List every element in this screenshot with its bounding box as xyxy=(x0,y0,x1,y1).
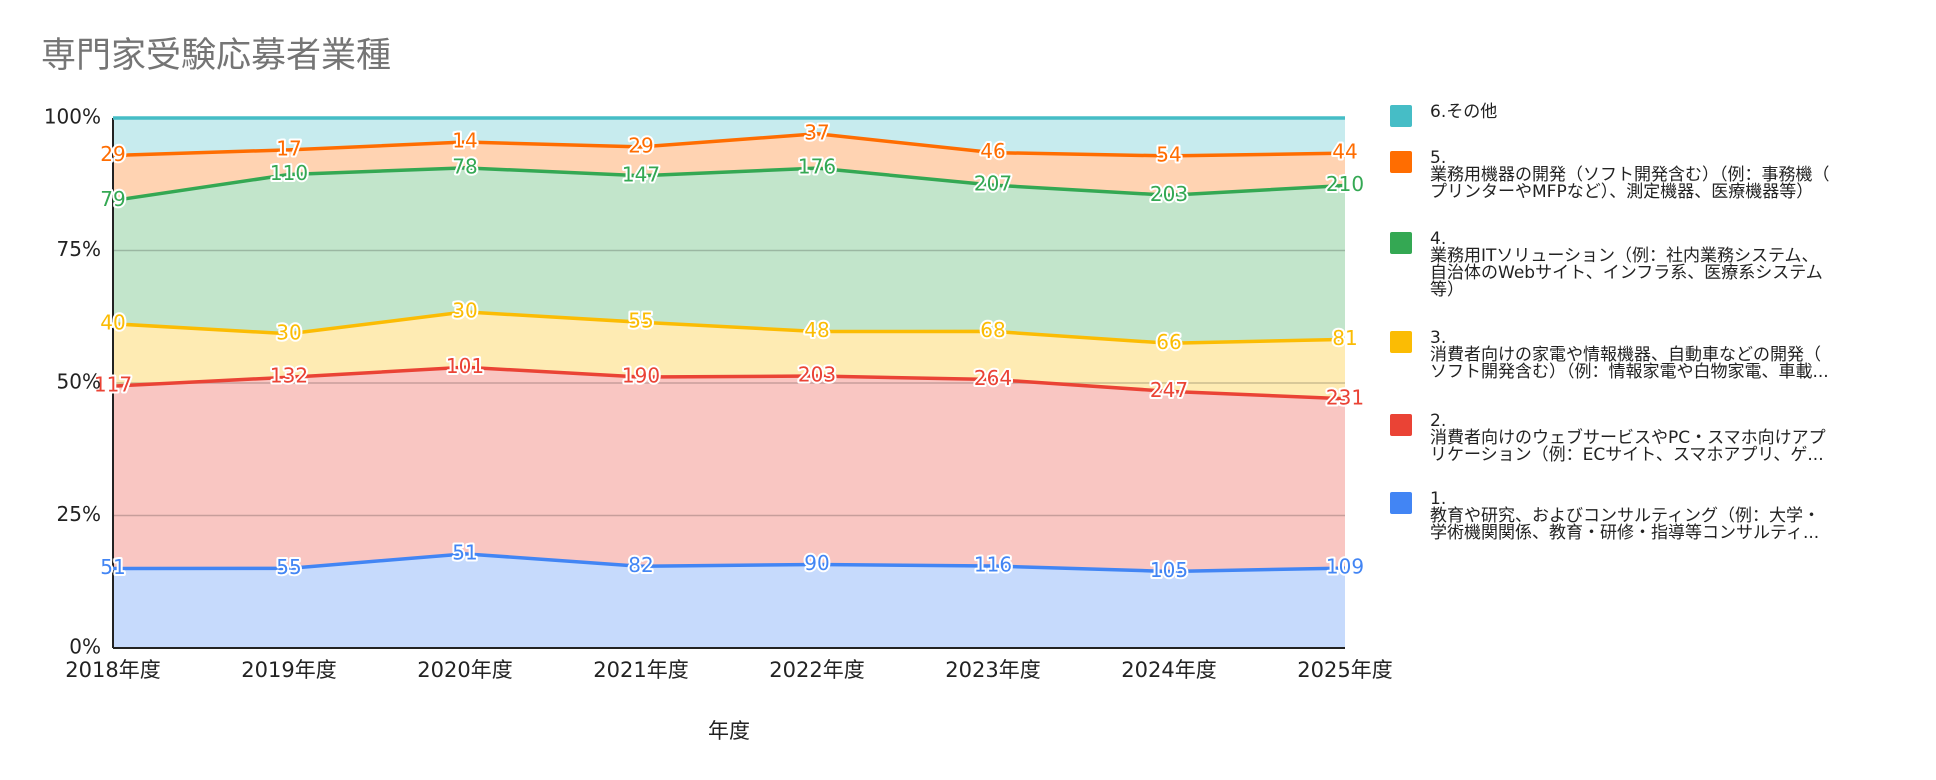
x-axis-title: 年度 xyxy=(708,719,750,743)
data-label: 51 xyxy=(452,540,477,564)
data-label: 81 xyxy=(1332,326,1357,350)
x-tick-label: 2024年度 xyxy=(1121,658,1216,682)
y-tick-label: 100% xyxy=(44,105,101,129)
data-label: 247 xyxy=(1150,378,1188,402)
data-label: 29 xyxy=(100,142,125,166)
legend-label: 1. 教育や研究、およびコンサルティング（例：大学・ 学術機関関係、教育・研修・… xyxy=(1430,489,1820,543)
x-tick-label: 2022年度 xyxy=(769,658,864,682)
data-label: 101 xyxy=(446,354,484,378)
data-label: 117 xyxy=(94,373,132,397)
area xyxy=(113,553,1345,648)
data-label: 90 xyxy=(804,551,829,575)
legend-item: 2. 消費者向けのウェブサービスやPC・スマホ向けアプ リケーション（例：ECサ… xyxy=(1390,413,1826,464)
data-label: 147 xyxy=(622,162,660,186)
legend-label: 3. 消費者向けの家電や情報機器、自動車などの開発（ ソフト開発含む）（例：情報… xyxy=(1430,328,1829,382)
area xyxy=(113,367,1345,572)
lines xyxy=(112,116,1346,574)
areas xyxy=(113,118,1345,648)
data-label: 79 xyxy=(100,187,125,211)
area xyxy=(113,311,1345,399)
data-label: 54 xyxy=(1156,142,1181,166)
data-label: 48 xyxy=(804,318,829,342)
legend-label: 6.その他 xyxy=(1430,102,1498,122)
data-label: 55 xyxy=(628,309,653,333)
line xyxy=(112,132,1346,158)
data-label: 210 xyxy=(1326,172,1364,196)
y-tick-label: 25% xyxy=(57,502,101,526)
data-label: 231 xyxy=(1326,385,1364,409)
data-label: 207 xyxy=(974,172,1012,196)
legend-item: 1. 教育や研究、およびコンサルティング（例：大学・ 学術機関関係、教育・研修・… xyxy=(1390,491,1820,542)
data-label: 30 xyxy=(452,298,477,322)
data-label: 55 xyxy=(276,555,301,579)
data-label: 66 xyxy=(1156,330,1181,354)
line xyxy=(112,552,1346,574)
data-label: 17 xyxy=(276,136,301,160)
x-tick-label: 2018年度 xyxy=(65,658,160,682)
x-tick-label: 2023年度 xyxy=(945,658,1040,682)
data-label: 37 xyxy=(804,120,829,144)
data-label: 44 xyxy=(1332,140,1357,164)
labels: 51 55 51 82 90 116 105 109 117 132 101 190 203 264 247… xyxy=(92,118,1366,584)
legend-label: 5. 業務用機器の開発（ソフト開発含む）（例：事務機（ プリンターやMFPなど）… xyxy=(1430,148,1830,202)
data-label: 46 xyxy=(980,139,1005,163)
data-label: 30 xyxy=(276,320,301,344)
y-tick-label: 75% xyxy=(57,237,101,261)
data-label: 116 xyxy=(974,553,1012,577)
data-label: 68 xyxy=(980,318,1005,342)
legend-swatch xyxy=(1390,151,1412,173)
legend-swatch xyxy=(1390,492,1412,514)
legend-item: 3. 消費者向けの家電や情報機器、自動車などの開発（ ソフト開発含む）（例：情報… xyxy=(1390,330,1829,381)
data-label: 105 xyxy=(1150,558,1188,582)
data-label: 264 xyxy=(974,366,1012,390)
area xyxy=(113,118,1345,156)
x-tick-label: 2025年度 xyxy=(1297,658,1392,682)
chart-title: 専門家受験応募者業種 xyxy=(41,36,391,76)
data-label: 203 xyxy=(798,363,836,387)
y-tick-label: 50% xyxy=(57,370,101,394)
data-label: 82 xyxy=(628,553,653,577)
data-label: 132 xyxy=(270,364,308,388)
line xyxy=(112,310,1346,346)
legend-item: 5. 業務用機器の開発（ソフト開発含む）（例：事務機（ プリンターやMFPなど）… xyxy=(1390,150,1830,201)
data-label: 190 xyxy=(622,364,660,388)
legend-swatch xyxy=(1390,331,1412,353)
legend-swatch xyxy=(1390,105,1412,127)
legend-label: 4. 業務用ITソリューション（例：社内業務システム、 自治体のWebサイト、イ… xyxy=(1430,229,1823,300)
x-tick-label: 2019年度 xyxy=(241,658,336,682)
x-tick-label: 2021年度 xyxy=(593,658,688,682)
data-label: 51 xyxy=(100,555,125,579)
y-tick-label: 0% xyxy=(69,635,101,659)
area xyxy=(113,167,1345,344)
line xyxy=(112,365,1346,401)
x-tick-label: 2020年度 xyxy=(417,658,512,682)
data-label: 203 xyxy=(1150,182,1188,206)
data-label: 176 xyxy=(798,155,836,179)
data-label: 109 xyxy=(1326,555,1364,579)
data-label: 14 xyxy=(452,129,477,153)
data-label: 78 xyxy=(452,154,477,178)
data-label: 29 xyxy=(628,133,653,157)
data-label: 110 xyxy=(270,161,308,185)
legend-item: 6.その他 xyxy=(1390,104,1497,127)
data-label: 40 xyxy=(100,310,125,334)
legend-label: 2. 消費者向けのウェブサービスやPC・スマホ向けアプ リケーション（例：ECサ… xyxy=(1430,411,1826,465)
line xyxy=(112,166,1346,203)
area xyxy=(113,133,1345,201)
legend-swatch xyxy=(1390,414,1412,436)
legend-item: 4. 業務用ITソリューション（例：社内業務システム、 自治体のWebサイト、イ… xyxy=(1390,231,1823,299)
legend-swatch xyxy=(1390,232,1412,254)
